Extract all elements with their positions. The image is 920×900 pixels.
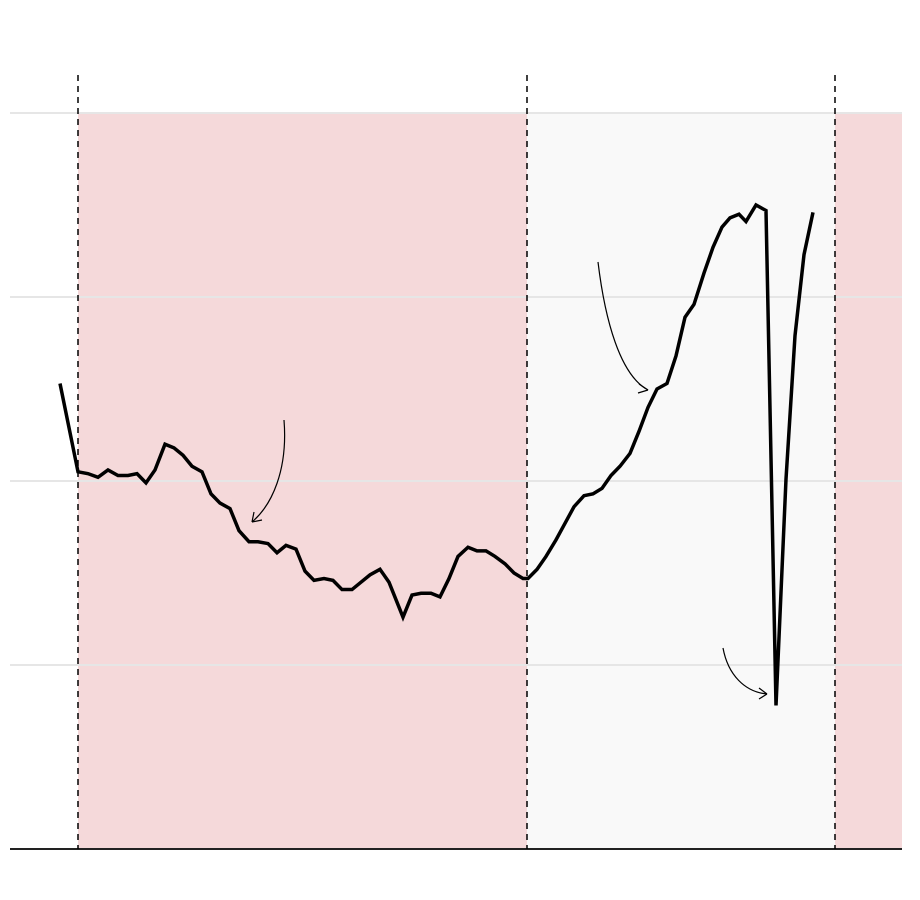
- data-line: [58, 202, 815, 706]
- annotation-arrow: [597, 261, 649, 391]
- background-layer: [10, 75, 902, 850]
- arrow-head: [637, 383, 649, 394]
- foreground-layer: [58, 202, 815, 706]
- arrow-head: [251, 511, 263, 523]
- annotations: [251, 261, 768, 700]
- annotation-arrow: [251, 419, 286, 523]
- annotation-arrow: [722, 647, 768, 695]
- arrow-head: [758, 687, 768, 700]
